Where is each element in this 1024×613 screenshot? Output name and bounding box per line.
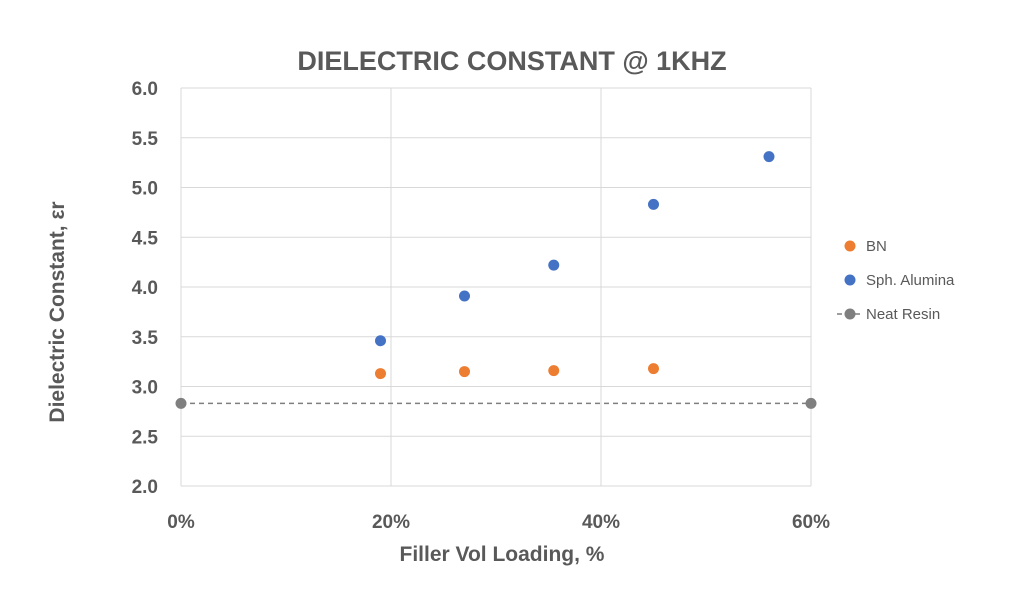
x-tick-label: 20% [372, 512, 410, 533]
y-tick-label: 2.5 [132, 427, 159, 448]
legend-marker-neat-resin [844, 308, 856, 320]
series-sph-alumina [375, 151, 775, 347]
grid [180, 87, 812, 487]
y-axis-title: Dielectric Constant, εr [46, 201, 69, 422]
legend-item-bn: BN [844, 238, 887, 255]
x-tick-label: 60% [792, 512, 830, 533]
y-tick-label: 2.0 [132, 477, 158, 498]
y-tick-label: 6.0 [132, 79, 158, 100]
x-axis-title: Filler Vol Loading, % [400, 543, 605, 566]
y-tick-label: 3.5 [132, 328, 159, 349]
legend-label-neat-resin: Neat Resin [866, 306, 940, 323]
data-point-sph-alumina [375, 335, 386, 347]
data-point-neat-resin [175, 397, 187, 409]
legend-item-neat-resin: Neat Resin [837, 306, 940, 323]
data-point-bn [648, 363, 659, 375]
series-neat-resin [175, 397, 817, 409]
data-point-sph-alumina [459, 290, 470, 302]
data-point-bn [548, 365, 560, 377]
data-point-sph-alumina [763, 151, 775, 163]
legend-marker-bn [844, 240, 856, 252]
x-tick-label: 40% [582, 512, 620, 533]
legend-label-sph-alumina: Sph. Alumina [866, 272, 955, 289]
x-tick-label: 0% [167, 512, 195, 533]
legend: BN Sph. Alumina Neat Resin [837, 238, 955, 323]
y-tick-label: 3.0 [132, 378, 158, 399]
chart-title: DIELECTRIC CONSTANT @ 1KHZ [297, 46, 726, 76]
tick-labels: 6.0 5.5 5.0 4.5 4.0 3.5 3.0 2.5 2.0 0% 20% 40% 60% [132, 79, 831, 533]
y-tick-label: 5.5 [132, 129, 159, 150]
series-bn [375, 363, 659, 380]
y-tick-label: 4.5 [132, 228, 159, 249]
data-point-bn [459, 366, 470, 378]
data-point-bn [375, 368, 386, 380]
data-point-sph-alumina [648, 198, 659, 210]
legend-label-bn: BN [866, 238, 887, 255]
series [175, 151, 817, 409]
data-point-sph-alumina [548, 259, 560, 271]
legend-marker-sph-alumina [844, 274, 856, 286]
data-point-neat-resin [805, 397, 817, 409]
y-tick-label: 4.0 [132, 278, 158, 299]
y-tick-label: 5.0 [132, 179, 158, 200]
legend-item-sph-alumina: Sph. Alumina [844, 272, 955, 289]
